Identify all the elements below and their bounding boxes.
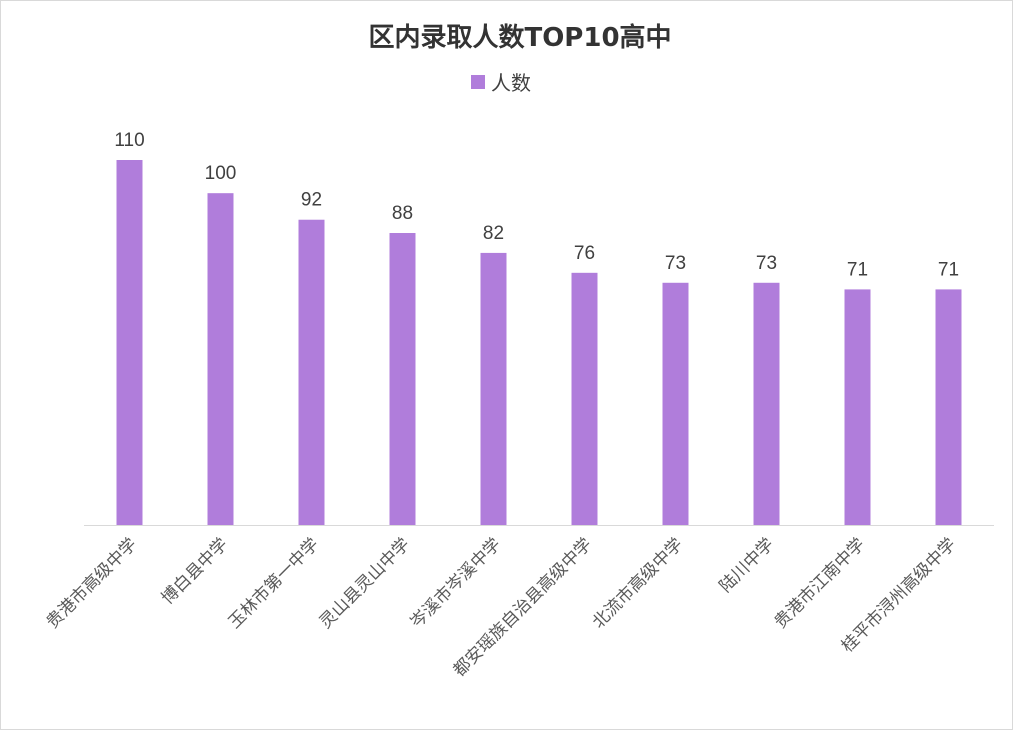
data-label-1: 110 [114, 130, 144, 151]
category-label-8: 陆川中学 [716, 534, 778, 596]
bar-7 [662, 282, 689, 525]
category-label-1: 贵港市高级中学 [43, 534, 141, 632]
category-label-4: 灵山县灵山中学 [316, 534, 414, 632]
data-label-6: 76 [574, 243, 595, 264]
legend: 人数 [471, 71, 531, 95]
data-label-8: 73 [756, 253, 777, 274]
data-label-9: 71 [847, 259, 868, 280]
legend-label: 人数 [491, 71, 531, 95]
data-label-4: 88 [392, 203, 413, 224]
data-label-10: 71 [938, 259, 959, 280]
bar-4 [389, 233, 416, 525]
category-label-3: 玉林市第一中学 [225, 534, 323, 632]
bar-8 [753, 282, 780, 525]
bar-2 [207, 193, 234, 525]
chart-title: 区内录取人数TOP10高中 [368, 22, 671, 53]
data-label-7: 73 [665, 253, 686, 274]
plot-area: 110 贵港市高级中学 100 博白县中学 92 玉林市第一中学 88 灵山县灵山中学 82 岑溪… [43, 130, 994, 681]
bar-5 [480, 252, 507, 525]
category-label-2: 博白县中学 [158, 534, 232, 608]
legend-swatch [471, 75, 485, 89]
bar-10 [935, 289, 962, 525]
bar-9 [844, 289, 871, 525]
bar-1 [116, 160, 143, 525]
data-label-2: 100 [205, 163, 237, 184]
category-label-7: 北流市高级中学 [589, 534, 687, 632]
bar-6 [571, 272, 598, 525]
bar-3 [298, 219, 325, 525]
data-label-5: 82 [483, 223, 504, 244]
category-label-9: 贵港市江南中学 [771, 534, 869, 632]
data-label-3: 92 [301, 190, 322, 211]
category-label-5: 岑溪市岑溪中学 [407, 534, 505, 632]
